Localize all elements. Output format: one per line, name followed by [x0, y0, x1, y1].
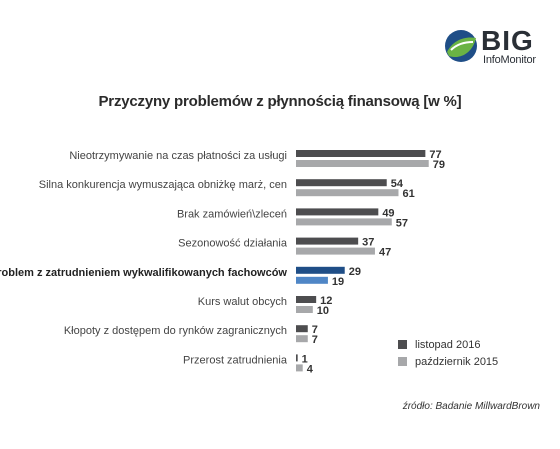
bar-2015 [296, 364, 303, 372]
chart-legend: listopad 2016 październik 2015 [398, 336, 498, 370]
bar-2016 [296, 354, 298, 362]
bar-2015 [296, 335, 308, 343]
category-label: Problem z zatrudnieniem wykwalifikowanyc… [0, 267, 287, 279]
bar-2016 [296, 237, 359, 245]
category-label: Nieotrzymywanie na czas płatności za usł… [69, 150, 287, 162]
data-label: 61 [402, 188, 414, 200]
legend-label-2016: listopad 2016 [415, 338, 481, 351]
bar-2016 [296, 150, 426, 157]
legend-item-2016: listopad 2016 [398, 336, 498, 353]
chart-title: Przyczyny problemów z płynnością finanso… [98, 93, 462, 110]
data-label: 37 [362, 237, 374, 249]
big-infomonitor-logo: BIG InfoMonitor [443, 26, 543, 72]
bar-2015 [296, 160, 429, 167]
legend-swatch-2015 [398, 357, 407, 366]
logo-name: BIG [481, 25, 534, 56]
data-label: 47 [379, 247, 391, 259]
legend-swatch-2016 [398, 340, 407, 349]
category-label: Silna konkurencja wymuszająca obniżkę ma… [39, 179, 287, 191]
data-label: 4 [307, 363, 314, 375]
data-label: 19 [332, 276, 344, 288]
data-label: 57 [396, 217, 408, 229]
data-label: 7 [312, 334, 318, 346]
category-label: Kurs walut obcych [198, 296, 287, 308]
bar-2015 [296, 276, 328, 284]
data-label: 29 [349, 266, 361, 278]
data-label: 49 [382, 207, 394, 219]
bar-2015 [296, 306, 313, 313]
bar-2016 [296, 325, 308, 333]
data-label: 1 [302, 353, 308, 365]
data-label: 79 [433, 159, 445, 171]
logo-subtitle: InfoMonitor [483, 54, 536, 66]
data-label: 77 [429, 149, 441, 161]
category-label: Kłopoty z dostępem do rynków zagraniczny… [64, 325, 287, 337]
bar-2015 [296, 218, 392, 226]
bar-2015 [296, 247, 375, 255]
bar-2016 [296, 296, 317, 303]
source-note: źródło: Badanie MillwardBrown [402, 401, 540, 412]
category-label: Brak zamówień\zleceń [177, 208, 287, 220]
logo-mark-icon [445, 30, 477, 62]
data-label: 7 [312, 324, 318, 336]
data-label: 10 [317, 305, 329, 317]
category-label: Przerost zatrudnienia [183, 354, 288, 366]
legend-item-2015: październik 2015 [398, 353, 498, 370]
data-label: 54 [391, 178, 404, 190]
bar-2016 [296, 266, 345, 274]
legend-label-2015: październik 2015 [415, 355, 499, 368]
data-label: 12 [320, 295, 332, 307]
bar-2015 [296, 189, 399, 197]
category-label: Sezonowość działania [178, 238, 288, 250]
bar-2016 [296, 179, 387, 187]
bar-2016 [296, 208, 379, 216]
